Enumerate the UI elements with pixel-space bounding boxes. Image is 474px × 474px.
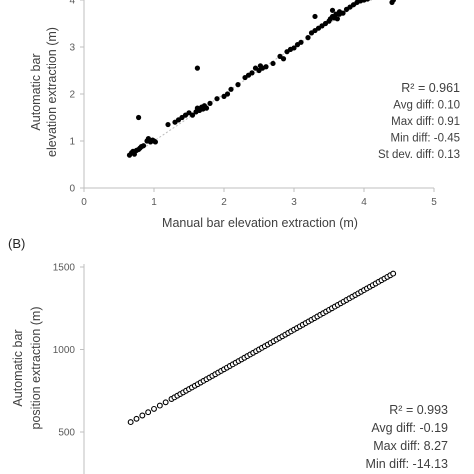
panel-a-point <box>336 11 343 17</box>
panel-a-elevation-scatter: 0 1 2 3 4 5 0 1 2 3 4 R² = 0.961 Avg diff: 0.10 Max… <box>29 0 460 230</box>
panel-a-point <box>136 114 142 121</box>
panel-a-point <box>365 0 370 2</box>
panel-b-point <box>390 270 397 277</box>
panel-b-stat: Avg diff: -0.19 <box>371 421 448 435</box>
panel-a-point <box>152 139 158 145</box>
panel-a-y-tick-label: 3 <box>69 43 75 54</box>
panel-a-point <box>228 86 234 92</box>
panel-a-point <box>249 70 255 76</box>
panel-b-point <box>162 399 169 406</box>
panel-a-y-axis-label-line2: elevation extraction (m) <box>45 27 59 157</box>
panel-b-y-tick-label: 500 <box>58 428 75 439</box>
panel-a-point <box>194 65 200 71</box>
panel-a-point <box>291 45 297 51</box>
panel-a-point <box>298 39 304 45</box>
panel-b-point <box>127 419 134 426</box>
panel-a-x-tick-label: 3 <box>291 197 297 208</box>
panel-a-x-axis-label: Manual bar elevation extraction (m) <box>162 216 358 230</box>
panel-a-stat: Min diff: -0.45 <box>391 133 460 145</box>
panel-b-point <box>133 415 140 422</box>
panel-a-y-tick-label: 2 <box>69 90 75 101</box>
panel-a-point <box>189 112 196 118</box>
panel-a-point <box>140 143 147 149</box>
panel-a-stat: Max diff: 0.91 <box>391 116 460 128</box>
panel-a-stat: R² = 0.961 <box>401 81 460 95</box>
panel-a-point <box>235 82 241 88</box>
panel-b-stat: Max diff: 8.27 <box>373 439 448 453</box>
panel-a-y-tick-label: 4 <box>69 0 75 7</box>
panel-b-point <box>145 409 152 416</box>
panel-a-y-axis-label-line1: Automatic bar <box>29 53 43 130</box>
panel-b-stat: Min diff: -14.13 <box>366 457 449 471</box>
panel-b-label: (B) <box>8 236 25 251</box>
panel-a-point <box>270 60 276 67</box>
panel-a-y-tick-label: 0 <box>69 184 75 195</box>
panel-a-x-tick-label: 5 <box>431 197 437 208</box>
panel-a-point <box>334 16 340 22</box>
panel-a-one-to-one-line <box>129 0 365 158</box>
panel-a-point <box>263 64 269 70</box>
panel-a-x-tick-label: 4 <box>361 197 367 208</box>
panel-a-x-tick-label: 1 <box>151 197 157 208</box>
panel-b-stat: R² = 0.993 <box>389 403 448 417</box>
panel-a-point <box>361 0 367 3</box>
panel-a-point <box>280 56 287 62</box>
panel-b-y-axis-label-line2: position extraction (m) <box>29 307 43 430</box>
panel-b-y-tick-label: 1500 <box>53 263 76 274</box>
panel-a-point <box>165 121 171 128</box>
panel-b-point <box>139 412 146 419</box>
panel-b-point <box>156 402 163 409</box>
panel-a-point <box>214 96 220 102</box>
panel-a-point <box>329 7 336 13</box>
panel-a-point <box>305 35 311 41</box>
panel-a-x-tick-label: 2 <box>221 197 227 208</box>
panel-b-point <box>151 405 157 412</box>
panel-a-point <box>224 91 231 97</box>
panel-a-x-tick-label: 0 <box>81 197 87 208</box>
panel-a-point <box>312 13 318 20</box>
panel-b-y-tick-label: 1000 <box>53 345 76 356</box>
panel-a-point <box>207 100 213 106</box>
panel-b-y-axis-label-line1: Automatic bar <box>11 329 25 406</box>
panel-b-position-scatter: (B) 500 1000 1500 R² = 0.993 Avg diff: -0.1… <box>8 236 448 474</box>
panel-a-point <box>390 0 396 3</box>
panel-a-stat: St dev. diff: 0.13 <box>378 149 460 161</box>
panel-a-stat: Avg diff: 0.10 <box>393 100 460 112</box>
panel-a-y-tick-label: 1 <box>69 137 75 148</box>
panel-a-point <box>203 105 210 111</box>
